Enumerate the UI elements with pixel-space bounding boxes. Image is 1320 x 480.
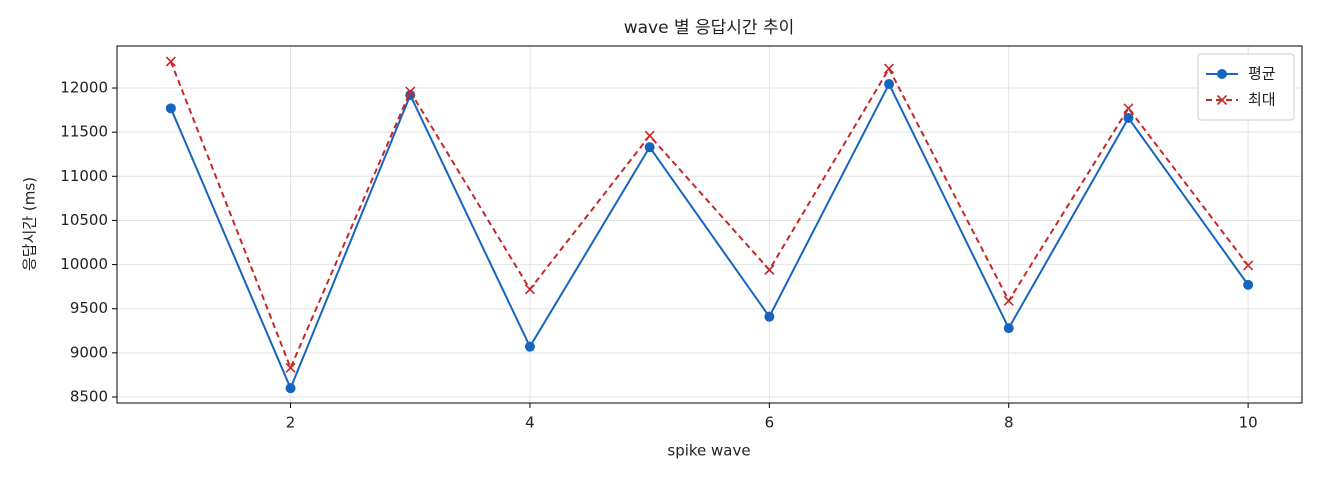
marker [524,341,535,352]
series-line [169,61,1249,371]
plot-frame [116,45,1303,404]
y-tick-label: 9000 [70,343,108,361]
marker [644,130,655,141]
marker [285,362,296,373]
legend-label: 최대 [1248,91,1276,109]
y-tick-label: 9500 [70,299,108,317]
legend-marker [1217,69,1227,79]
marker [1003,323,1014,334]
y-tick-label: 10500 [60,211,108,229]
x-tick-label: 10 [1239,414,1258,432]
marker [405,86,416,97]
y-tick-label: 8500 [70,387,108,405]
x-tick-label: 8 [1004,414,1014,432]
marker [1123,113,1134,124]
marker [165,56,176,67]
marker [884,79,895,90]
x-axis-label: spike wave [667,442,750,460]
y-tick-label: 11000 [60,167,108,185]
series-line [169,81,1249,391]
marker [764,264,775,275]
marker [165,103,176,114]
x-tick-label: 2 [286,414,296,432]
marker [1243,279,1254,290]
y-axis-label: 응답시간 (ms) [21,177,39,271]
y-tick-label: 12000 [60,79,108,97]
legend-box [1197,53,1295,121]
marker [883,63,895,74]
legend-label: 평균 [1248,65,1276,83]
y-tick-label: 10000 [60,255,108,273]
plot-area [165,56,1254,394]
marker [524,284,536,295]
x-tick-label: 4 [525,414,535,432]
legend-marker [1216,94,1228,106]
marker [644,142,655,153]
marker [1003,295,1014,306]
y-tick-label: 11500 [60,123,108,141]
marker [1123,103,1134,114]
marker [1243,260,1254,271]
x-tick-label: 6 [765,414,775,432]
marker [764,311,775,322]
chart-title: wave 별 응답시간 추이 [624,18,795,38]
grid [117,46,1302,403]
marker [285,383,296,394]
